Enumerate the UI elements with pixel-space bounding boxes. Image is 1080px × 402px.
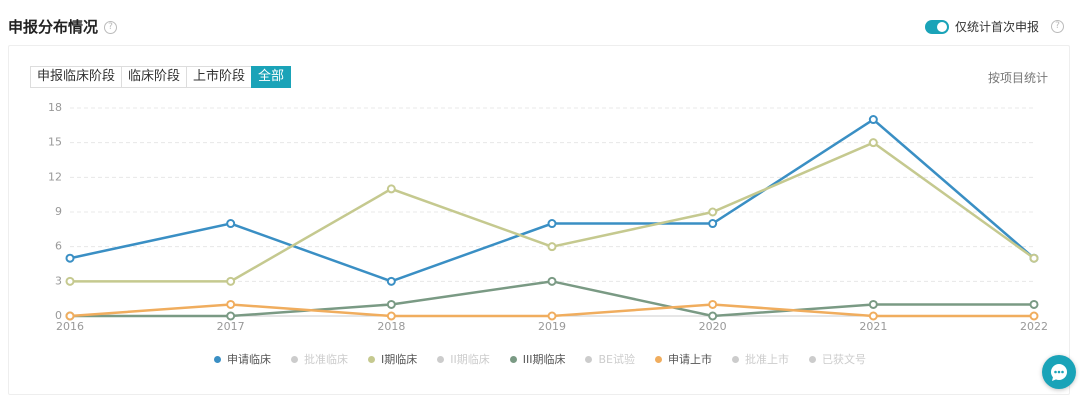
point bbox=[386, 299, 396, 309]
legend-item[interactable]: 批准上市 bbox=[731, 351, 789, 367]
line bbox=[69, 117, 1035, 283]
help-icon[interactable]: ? bbox=[1051, 20, 1064, 33]
point bbox=[868, 299, 878, 309]
legend-dot bbox=[585, 355, 593, 363]
point bbox=[708, 311, 718, 321]
point bbox=[708, 207, 718, 217]
x-tick-label: 2022 bbox=[1020, 320, 1048, 333]
legend-label: II期临床 bbox=[450, 353, 490, 366]
legend-label: 批准临床 bbox=[304, 353, 348, 366]
x-tick-label: 2017 bbox=[217, 320, 245, 333]
legend-dot bbox=[368, 355, 375, 363]
point bbox=[226, 299, 236, 309]
point bbox=[547, 219, 557, 229]
y-tick-label: 18 bbox=[48, 101, 62, 114]
point bbox=[386, 184, 396, 194]
title: 申报分布情况? bbox=[8, 16, 118, 37]
legend-label: 申请上市 bbox=[667, 353, 712, 366]
legend-item[interactable]: II期临床 bbox=[437, 351, 490, 367]
x-tick-label: 2016 bbox=[56, 320, 84, 333]
point bbox=[226, 219, 236, 229]
stat-label[interactable]: 按项目统计 bbox=[987, 71, 1048, 85]
x-tick-label: 2021 bbox=[859, 320, 887, 333]
y-tick-label: 12 bbox=[48, 170, 62, 183]
legend-label: 申请临床 bbox=[227, 353, 271, 366]
legend-item[interactable]: 申请临床 bbox=[214, 351, 271, 367]
y-tick-label: 15 bbox=[48, 136, 62, 149]
x-tick-label: 2018 bbox=[377, 320, 405, 333]
point bbox=[65, 253, 75, 263]
point bbox=[547, 276, 557, 286]
legend: 申请临床 批准临床 I期临床 II期临床 III期临床 BE试验 申请上市 批准上市 已获文号 bbox=[0, 351, 1080, 367]
point bbox=[547, 311, 557, 321]
legend-label: 批准上市 bbox=[744, 353, 789, 366]
legend-dot bbox=[731, 355, 739, 363]
legend-dot bbox=[509, 355, 517, 363]
legend-item[interactable]: BE试验 bbox=[585, 351, 635, 367]
toggle[interactable]: 仅统计首次申报? bbox=[924, 18, 1064, 35]
point bbox=[868, 311, 878, 321]
tab[interactable]: 全部 bbox=[251, 66, 292, 88]
legend-label: BE试验 bbox=[598, 353, 635, 366]
point bbox=[65, 276, 75, 286]
chat-button[interactable] bbox=[1042, 355, 1076, 389]
point bbox=[868, 115, 878, 125]
point bbox=[386, 311, 396, 321]
point bbox=[65, 311, 75, 321]
legend-dot bbox=[291, 355, 298, 363]
point bbox=[1029, 311, 1039, 321]
legend-item[interactable]: 申请上市 bbox=[654, 351, 712, 367]
y-tick-label: 0 bbox=[55, 309, 62, 322]
legend-item[interactable]: 已获文号 bbox=[808, 351, 866, 367]
x-tick-label: 2020 bbox=[699, 320, 727, 333]
y-tick-label: 3 bbox=[55, 274, 62, 287]
legend-item[interactable]: III期临床 bbox=[509, 351, 566, 367]
legend-dot bbox=[654, 355, 662, 363]
legend-dot bbox=[214, 355, 221, 363]
title-text: 申报分布情况 bbox=[8, 18, 99, 36]
switch[interactable] bbox=[924, 19, 949, 34]
point bbox=[1029, 299, 1039, 309]
point bbox=[1029, 253, 1039, 263]
chat-icon bbox=[1051, 364, 1067, 381]
legend-dot bbox=[808, 355, 816, 363]
legend-label: I期临床 bbox=[381, 353, 418, 366]
point bbox=[226, 311, 236, 321]
legend-label: III期临床 bbox=[522, 353, 566, 366]
legend-dot bbox=[437, 355, 445, 363]
x-tick-label: 2019 bbox=[538, 320, 566, 333]
legend-label: 已获文号 bbox=[821, 353, 866, 366]
point bbox=[547, 242, 557, 252]
legend-item[interactable]: I期临床 bbox=[368, 351, 417, 367]
tabs: 申报临床阶段 临床阶段 上市阶段 全部 bbox=[30, 66, 292, 88]
point bbox=[386, 276, 396, 286]
y-tick-label: 6 bbox=[55, 240, 62, 253]
line bbox=[70, 280, 1034, 318]
point bbox=[708, 219, 718, 229]
point bbox=[226, 276, 236, 286]
help-icon[interactable]: ? bbox=[104, 21, 118, 34]
toggle-label: 仅统计首次申报 bbox=[954, 20, 1039, 34]
point bbox=[868, 138, 878, 148]
point bbox=[708, 299, 718, 309]
card bbox=[8, 45, 1070, 395]
y-tick-label: 9 bbox=[55, 205, 62, 218]
legend-item[interactable]: 批准临床 bbox=[291, 351, 348, 367]
